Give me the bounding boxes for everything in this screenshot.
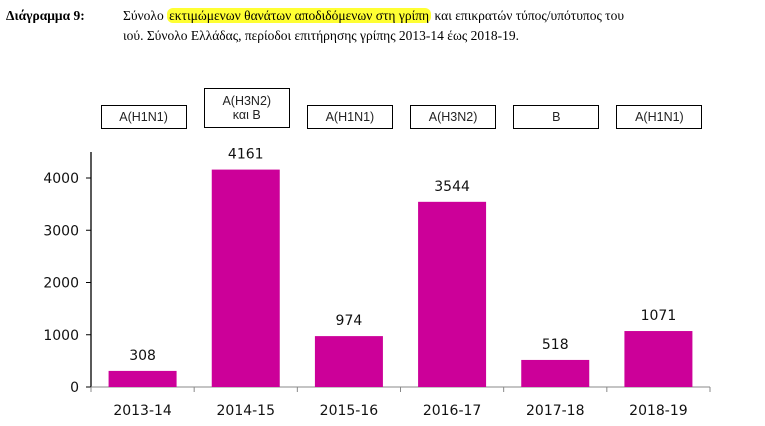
- y-tick-label: 0: [70, 380, 79, 396]
- strain-box: A(H1N1): [616, 105, 703, 129]
- x-category-label: 2018-19: [629, 403, 688, 419]
- x-category-label: 2013-14: [113, 403, 172, 419]
- bar-value-label: 3544: [434, 179, 470, 195]
- bar: [108, 370, 177, 387]
- caption-label: Διάγραμμα 9:: [6, 8, 85, 23]
- strain-box: A(H1N1): [306, 105, 393, 129]
- y-tick-label: 1000: [43, 328, 79, 344]
- x-category-label: 2016-17: [423, 403, 482, 419]
- strain-box: A(H3N2) και B: [203, 88, 290, 128]
- caption-line-1: Σύνολο εκτιμώμενων θανάτων αποδιδόμενων …: [123, 8, 625, 23]
- strain-label-line2: και B: [232, 108, 261, 122]
- bar-value-label: 518: [542, 337, 569, 353]
- strain-label: A(H3N2): [428, 110, 478, 124]
- x-category-label: 2017-18: [526, 403, 585, 419]
- strain-label: A(H1N1): [119, 110, 168, 124]
- strain-box: A(H3N2): [410, 105, 497, 129]
- y-tick-label: 4000: [43, 171, 79, 187]
- caption-highlight: εκτιμώμενων θανάτων αποδιδόμενων στη γρί…: [167, 8, 432, 23]
- bar: [314, 336, 383, 387]
- x-category-label: 2015-16: [320, 403, 379, 419]
- bar-value-label: 4161: [228, 147, 264, 163]
- strain-label: A(H1N1): [635, 110, 684, 124]
- bar-value-label: 1071: [641, 308, 677, 324]
- bar-value-label: 974: [336, 313, 363, 329]
- bar-value-label: 308: [129, 348, 156, 364]
- bar: [211, 169, 280, 387]
- strain-label: B: [552, 110, 561, 124]
- y-tick-label: 2000: [43, 276, 79, 292]
- strain-box: A(H1N1): [100, 105, 187, 129]
- strain-box: B: [513, 105, 600, 129]
- caption-line-2: ιού. Σύνολο Ελλάδας, περίοδοι επιτήρησης…: [123, 28, 519, 43]
- x-category-label: 2014-15: [217, 403, 276, 419]
- y-tick-label: 3000: [43, 223, 79, 239]
- strain-label: A(H3N2): [222, 94, 272, 108]
- strain-label: A(H1N1): [325, 110, 375, 124]
- bar: [521, 359, 590, 387]
- bar: [624, 331, 693, 387]
- bar: [418, 201, 487, 387]
